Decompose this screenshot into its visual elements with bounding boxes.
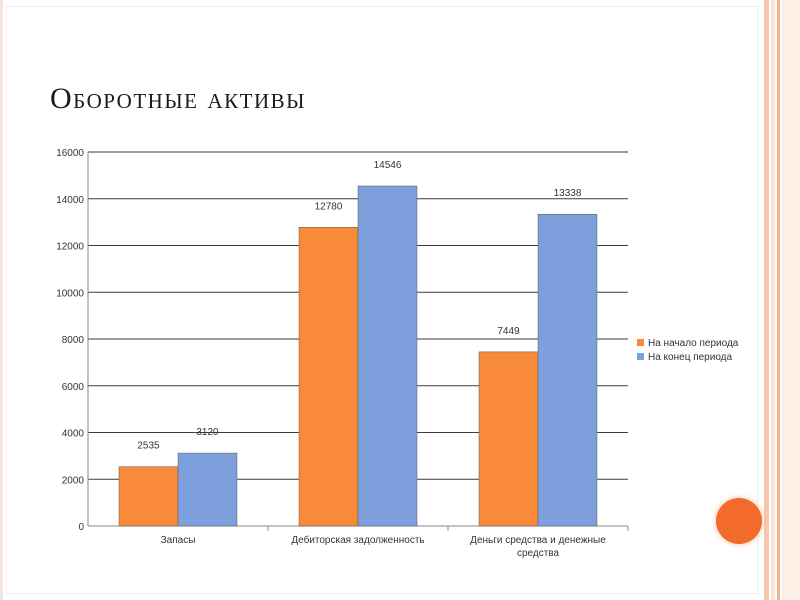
data-label: 2535 <box>137 441 160 452</box>
x-category-label: Деньги средства и денежные <box>470 535 606 546</box>
bar <box>177 452 238 527</box>
decorative-stripe <box>764 0 769 600</box>
data-label: 3120 <box>196 427 219 438</box>
decorative-stripe <box>777 0 780 600</box>
data-label: 13338 <box>554 188 582 199</box>
decorative-stripe <box>771 0 775 600</box>
y-tick-label: 6000 <box>62 382 85 393</box>
y-tick-label: 8000 <box>62 335 85 346</box>
legend-swatch <box>637 353 644 360</box>
y-tick-label: 10000 <box>56 288 84 299</box>
y-tick-label: 12000 <box>56 242 84 253</box>
bar <box>298 227 359 527</box>
y-tick-label: 2000 <box>62 475 85 486</box>
data-label: 12780 <box>315 201 343 212</box>
y-tick-label: 16000 <box>56 148 84 159</box>
y-tick-label: 14000 <box>56 195 84 206</box>
slide-left-edge <box>0 0 3 600</box>
bar <box>537 213 598 527</box>
bar <box>478 351 539 527</box>
legend-swatch <box>637 339 644 346</box>
slide-frame <box>6 6 758 594</box>
x-category-label: средства <box>517 548 560 559</box>
decorative-circle <box>716 498 762 544</box>
y-tick-label: 4000 <box>62 429 85 440</box>
decorative-stripe <box>782 0 800 600</box>
y-tick-label: 0 <box>78 522 84 533</box>
data-label: 7449 <box>497 326 520 337</box>
x-category-label: Дебиторская задолженность <box>291 534 424 546</box>
legend-label: На конец периода <box>648 352 733 363</box>
bar <box>357 185 418 527</box>
x-category-label: Запасы <box>161 535 196 546</box>
data-label: 14546 <box>374 160 402 171</box>
slide-title: Оборотные активы <box>50 82 306 115</box>
bar <box>118 466 179 527</box>
legend-label: На начало периода <box>648 338 739 349</box>
